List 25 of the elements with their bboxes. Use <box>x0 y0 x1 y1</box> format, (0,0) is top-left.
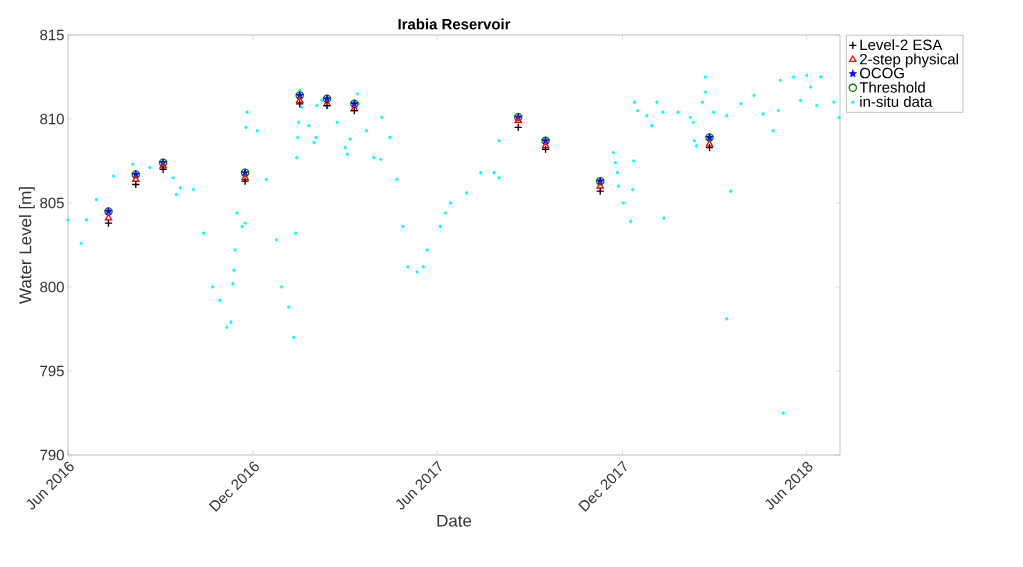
y-tick-label: 800 <box>40 281 64 293</box>
y-axis-title: Water Level [m] <box>18 187 35 304</box>
legend-label: OCOG <box>859 67 904 79</box>
point <box>104 218 113 228</box>
point <box>295 96 304 103</box>
y-tick-label: 810 <box>40 113 64 125</box>
chart-title: Irabia Reservoir <box>398 18 511 30</box>
legend-label: in-situ data <box>860 96 933 107</box>
y-tick-label: 795 <box>40 365 64 377</box>
point <box>596 181 604 189</box>
point <box>705 139 714 147</box>
point <box>158 165 168 174</box>
point <box>132 175 140 182</box>
point <box>241 173 249 181</box>
point <box>295 99 304 109</box>
legend-label: Threshold <box>859 81 925 93</box>
y-tick-label: 790 <box>40 449 64 461</box>
y-tick-label: 805 <box>40 197 64 209</box>
point <box>240 176 250 186</box>
legend-label: 2-step physical <box>860 53 958 68</box>
point <box>104 213 113 221</box>
x-axis-title: Date <box>437 514 472 527</box>
legend-label: Level-2 ESA <box>860 39 943 51</box>
y-tick-label: 815 <box>40 29 64 41</box>
point <box>541 141 550 149</box>
